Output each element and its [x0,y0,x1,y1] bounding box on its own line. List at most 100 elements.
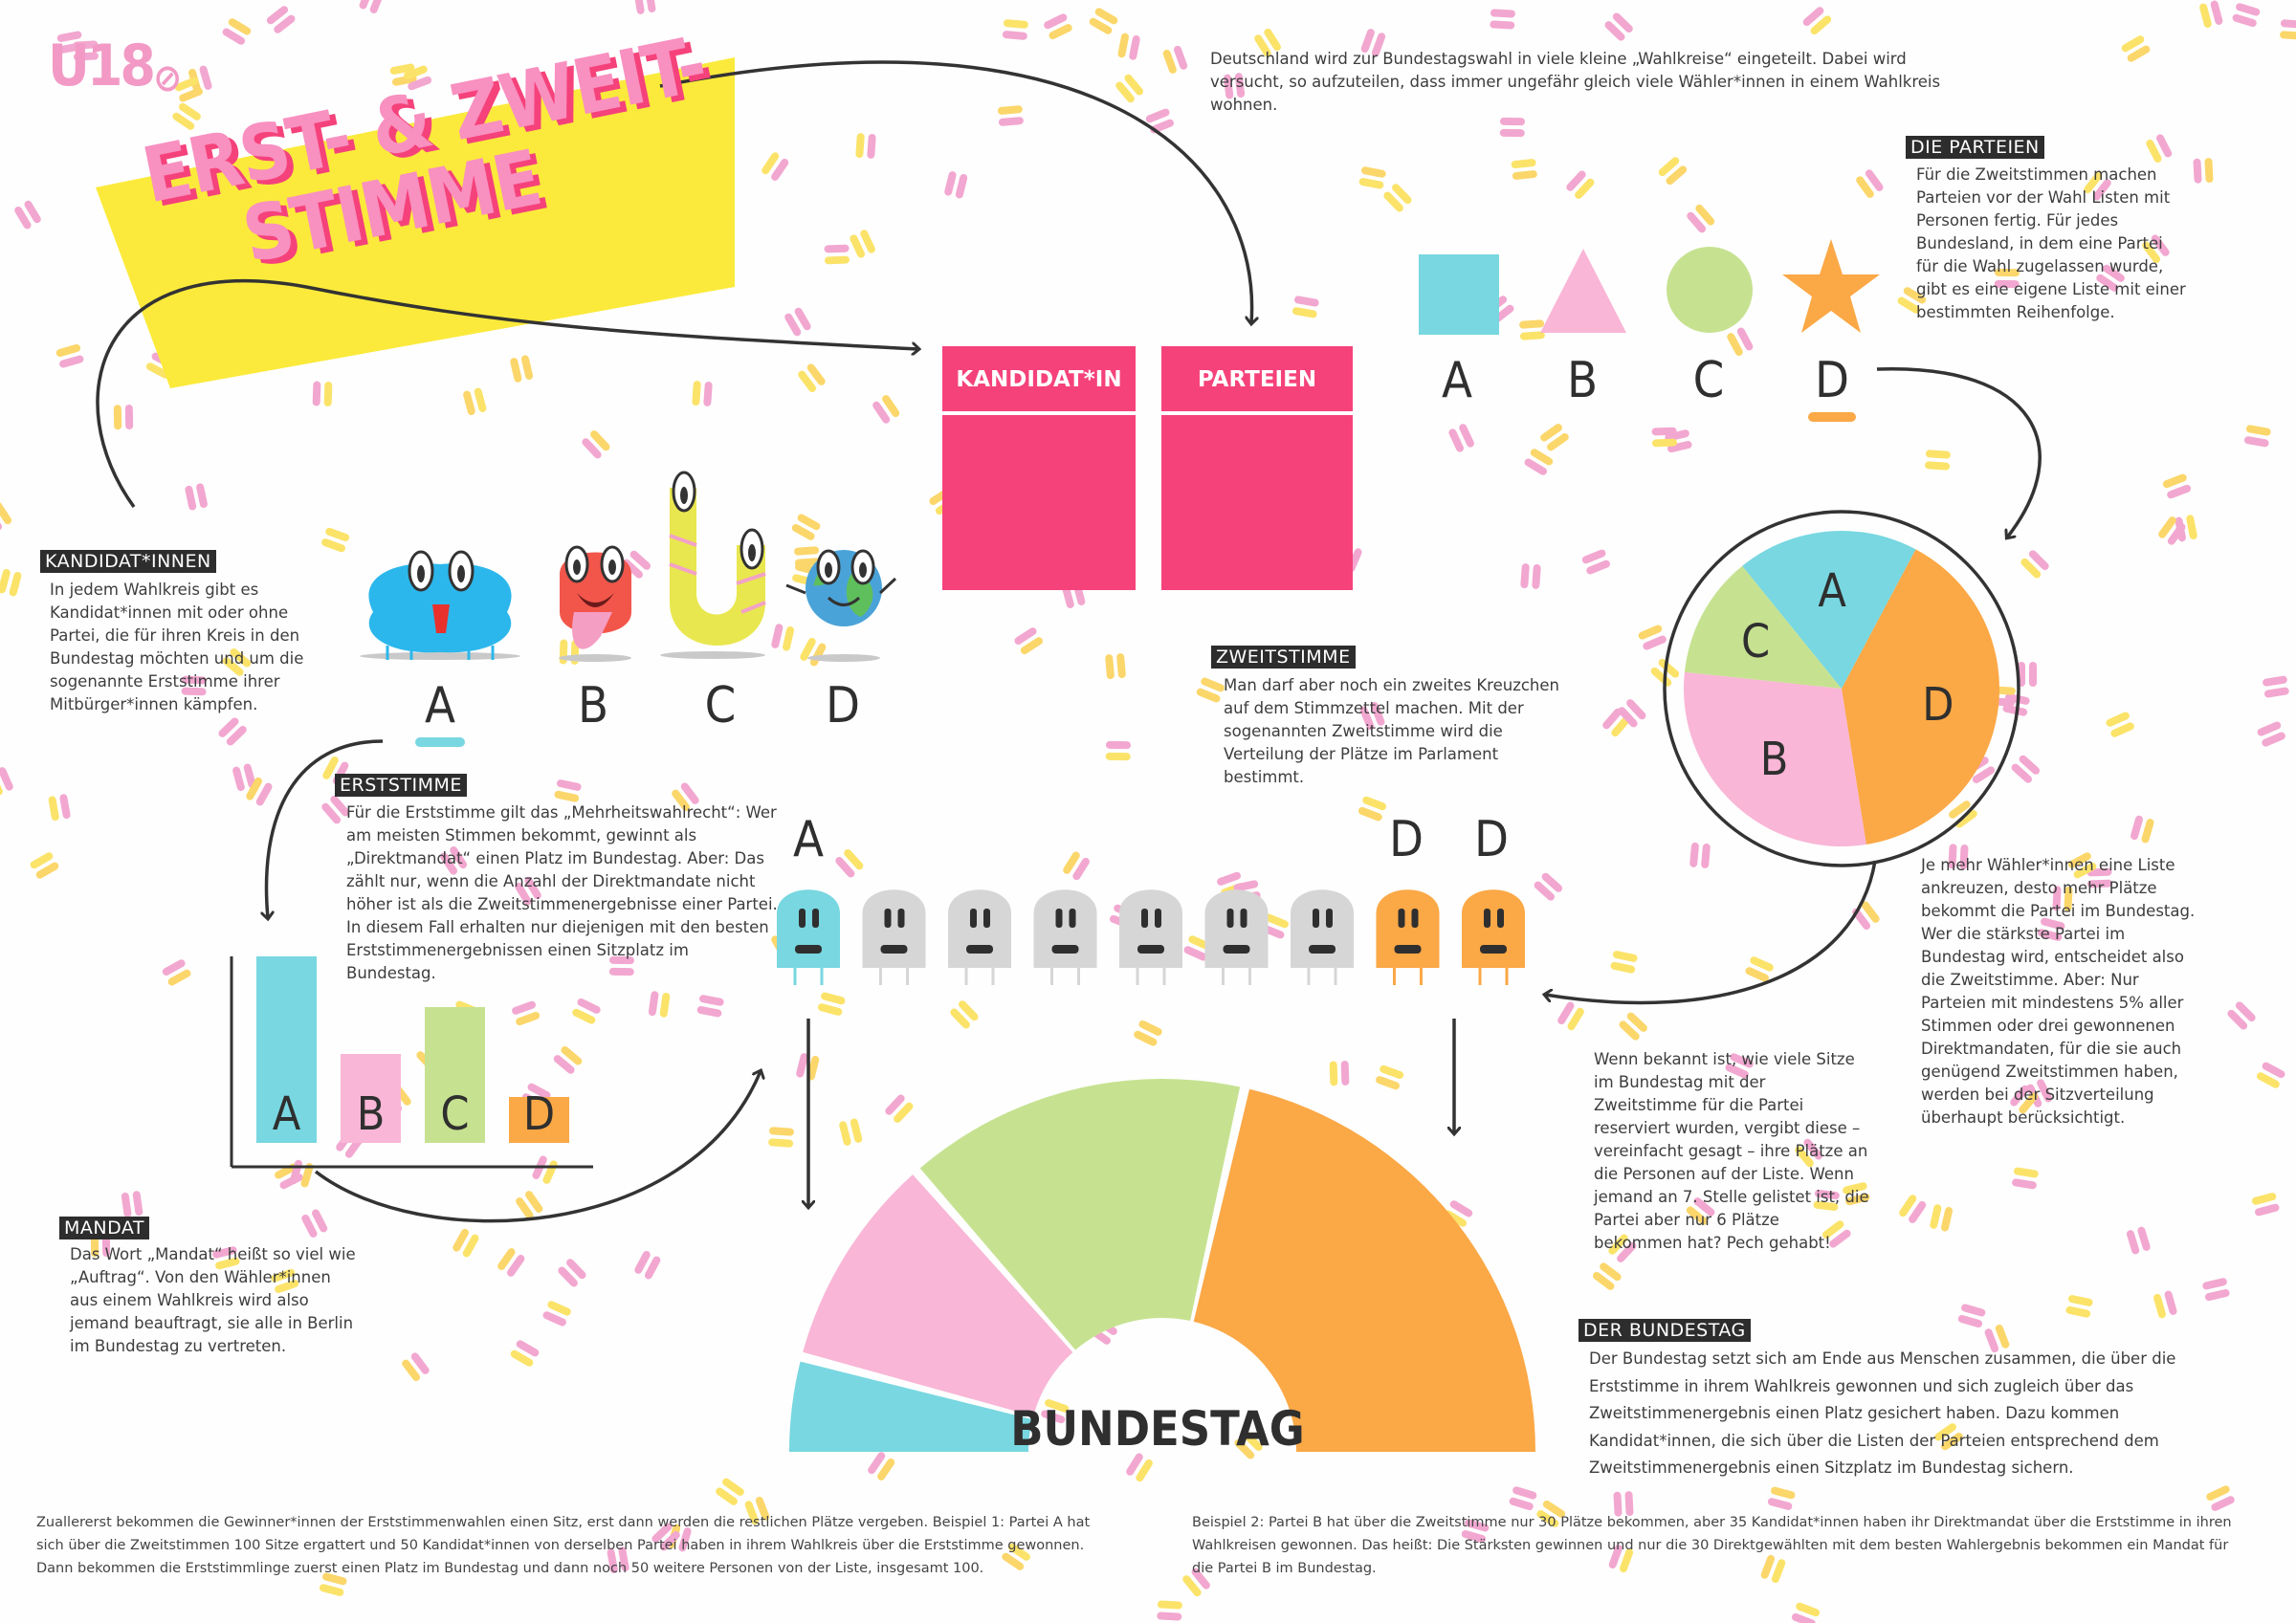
confetti-piece [174,77,203,102]
seat-ghost-icon [1204,889,1269,985]
confetti-piece [1041,1399,1070,1424]
confetti-piece [2153,1290,2177,1319]
confetti-piece [817,992,846,1016]
footnote-right: Beispiel 2: Partei B hat über die Zweits… [1192,1515,2232,1576]
seat-ghost-icon [1462,889,1525,985]
party-b-letter: B [1566,352,1599,409]
confetti-piece [607,1546,629,1574]
confetti-piece [48,794,71,822]
confetti-piece [2020,550,2049,579]
confetti-piece [516,1191,543,1219]
confetti-piece [271,1268,299,1293]
confetti-piece [2202,1278,2230,1302]
confetti-piece [868,1452,895,1480]
confetti-piece [558,1259,586,1287]
confetti-piece [73,40,99,61]
confetti-piece [222,18,252,45]
confetti-piece [762,152,789,181]
confetti-piece [1581,549,1610,575]
seat-ghost-icon [862,889,926,985]
confetti-piece [1949,801,1977,828]
party-c-letter: C [1692,352,1725,409]
ballot-parteien-heading: PARTEIEN [1161,346,1353,415]
confetti-piece [997,105,1024,126]
confetti-piece [1557,1001,1584,1031]
confetti-piece [321,527,350,553]
confetti-piece [850,230,875,258]
confetti-piece [1802,7,1832,35]
confetti-piece [1524,449,1554,475]
confetti-piece [824,244,850,265]
confetti-piece [2206,1485,2235,1511]
confetti-piece [1540,424,1569,451]
candidate-d-letter: D [825,677,861,735]
ballot-kandidat-heading: KANDIDAT*IN [942,346,1136,415]
listen-text: Je mehr Wähler*innen eine Liste ankreuze… [1921,856,2196,1127]
erststimme-text: Für die Erststimme gilt das „Mehrheitswa… [346,803,778,982]
confetti-piece [2263,675,2289,698]
party-d-letter: D [1814,352,1850,409]
confetti-piece [185,483,208,511]
intro-text: Deutschland wird zur Bundestagswahl in v… [1210,50,1941,114]
confetti-piece [1044,13,1072,40]
mandat-text: Das Wort „Mandat“ heißt so viel wie „Auf… [70,1245,356,1355]
arc-segment-a [789,1361,1033,1452]
confetti-piece [692,381,713,406]
confetti-piece [113,405,134,430]
pie-slice-c [1684,565,1842,689]
zweitstimme-text: Man darf aber noch ein zweites Kreuzchen… [1224,676,1560,786]
kandidaten-text: In jedem Wahlkreis gibt es Kandidat*inne… [50,581,304,713]
confetti-piece [1519,319,1545,340]
confetti-piece [440,845,468,875]
confetti-piece [1182,1568,1210,1597]
confetti-piece [403,65,432,91]
confetti-piece [1984,1324,2010,1353]
confetti-piece [1948,844,1969,869]
confetti-piece [1899,1195,1927,1223]
confetti-piece [1534,872,1563,901]
confetti-piece [1329,1061,1350,1086]
confetti-piece [1665,429,1692,453]
confetti-piece [1727,327,1754,357]
confetti-piece [181,675,207,696]
confetti-piece [0,568,22,597]
bar-b-label: B [357,1087,386,1141]
confetti-piece [1105,740,1131,761]
confetti-piece [608,955,634,976]
confetti-piece [1134,1020,1162,1046]
confetti-piece [453,1228,479,1258]
confetti-piece [582,430,610,459]
seat-d-letter-1: D [1388,811,1424,868]
confetti-piece [1791,1602,1821,1623]
confetti-piece [2011,755,2041,783]
confetti-piece [55,344,84,368]
confetti-piece [2251,1193,2280,1217]
confetti-piece [1115,74,1144,103]
confetti-piece [2142,234,2170,264]
confetti-piece [1196,677,1225,703]
pie-slice-a [1742,531,1916,689]
bundestag-arc-label: BUNDESTAG [1010,1401,1305,1457]
pie-slice-d [1842,549,1999,844]
confetti-piece [232,763,256,792]
confetti-piece [301,1209,328,1238]
confetti-piece [1359,702,1385,731]
confetti-piece [2121,35,2151,62]
confetti-piece [2232,3,2261,28]
confetti-piece [14,200,41,230]
confetti-piece [222,647,252,676]
monster-d-icon [785,549,897,662]
arc-segment-c [919,1079,1241,1350]
confetti-piece [2130,815,2154,844]
confetti-piece [1687,204,1715,233]
bar-a [256,956,317,1143]
confetti-piece [672,782,699,812]
confetti-piece [1376,1064,1404,1090]
confetti-piece [1608,1545,1634,1573]
confetti-piece [121,1191,144,1217]
ballot-kandidat: KANDIDAT*IN [942,346,1136,590]
arrow-pie-to-seats [1545,860,1877,1005]
bundestag-label: DER BUNDESTAG [1578,1319,1751,1342]
pie-slice-b-label: B [1760,733,1789,786]
bar-b [341,1054,401,1143]
